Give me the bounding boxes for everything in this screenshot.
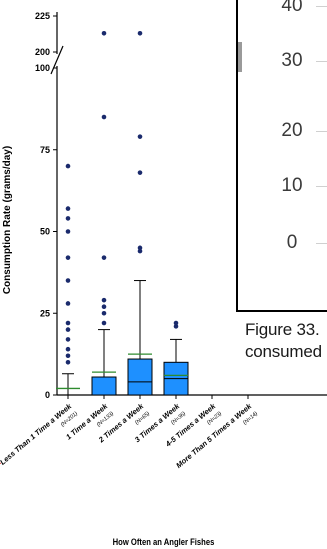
outlier-point — [173, 324, 179, 329]
outlier-point — [65, 216, 71, 221]
outlier-point — [65, 255, 71, 260]
outlier-point — [65, 163, 71, 169]
outlier-point — [65, 327, 71, 332]
outlier-point — [101, 255, 107, 260]
category-name: More Than 5 Times a Week — [174, 401, 254, 470]
y-tick-label: 25 — [40, 308, 50, 318]
outlier-point — [101, 30, 107, 36]
overlay-y-tick: 0 — [286, 232, 298, 253]
overlay-gridline — [316, 186, 327, 187]
overlay-y-tick: 40 — [281, 0, 303, 16]
y-tick-label: 0 — [45, 390, 50, 400]
outlier-point — [65, 360, 71, 365]
outlier-point — [65, 206, 71, 211]
outlier-point — [65, 320, 71, 326]
outlier-point — [65, 337, 71, 342]
category-name: Less Than 1 Time a Week — [0, 401, 74, 467]
outlier-point — [101, 310, 107, 316]
outlier-point — [101, 304, 107, 310]
outlier-point — [65, 346, 71, 352]
outlier-point — [173, 320, 179, 326]
outlier-point — [137, 170, 143, 175]
outlier-point — [65, 229, 71, 234]
overlapping-chart-panel: 40 30 20 10 0 — [236, 0, 327, 312]
outlier-point — [65, 353, 71, 359]
overlay-y-tick: 20 — [281, 120, 303, 141]
x-category-label: More Than 5 Times a Week — [174, 401, 254, 470]
outlier-point — [137, 134, 143, 139]
outlier-point — [101, 320, 107, 326]
overlay-gridline — [316, 6, 327, 7]
box — [127, 358, 153, 396]
outlier-point — [101, 297, 107, 303]
outlier-point — [101, 114, 107, 120]
caption-line: consumed — [245, 342, 322, 361]
overlay-gridline — [316, 61, 327, 62]
panel-frame-fragment — [238, 42, 242, 72]
overlay-gridline — [316, 243, 327, 244]
x-category-label: *Less Than 1 Time a Week — [0, 401, 74, 469]
outlier-point — [65, 301, 71, 306]
overlay-gridline — [316, 131, 327, 132]
y-tick-label: 100 — [35, 63, 50, 73]
outlier-point — [137, 248, 143, 254]
box — [91, 376, 117, 396]
y-tick-label: 200 — [35, 47, 50, 57]
y-tick-label: 75 — [40, 145, 50, 155]
caption-line: Figure 33. — [245, 320, 320, 339]
figure-caption: Figure 33. consumed — [236, 314, 327, 376]
outlier-point — [65, 278, 71, 283]
outlier-point — [137, 245, 143, 251]
y-tick-label: 50 — [40, 227, 50, 237]
overlay-y-tick: 30 — [281, 50, 303, 71]
y-axis-title: Consumption Rate (grams/day) — [2, 146, 13, 294]
y-tick-label: 225 — [35, 11, 50, 21]
outlier-point — [137, 30, 143, 36]
axis-break-mark — [50, 45, 64, 75]
x-axis-title: How Often an Angler Fishes — [112, 537, 215, 547]
overlay-y-tick: 10 — [281, 175, 303, 196]
